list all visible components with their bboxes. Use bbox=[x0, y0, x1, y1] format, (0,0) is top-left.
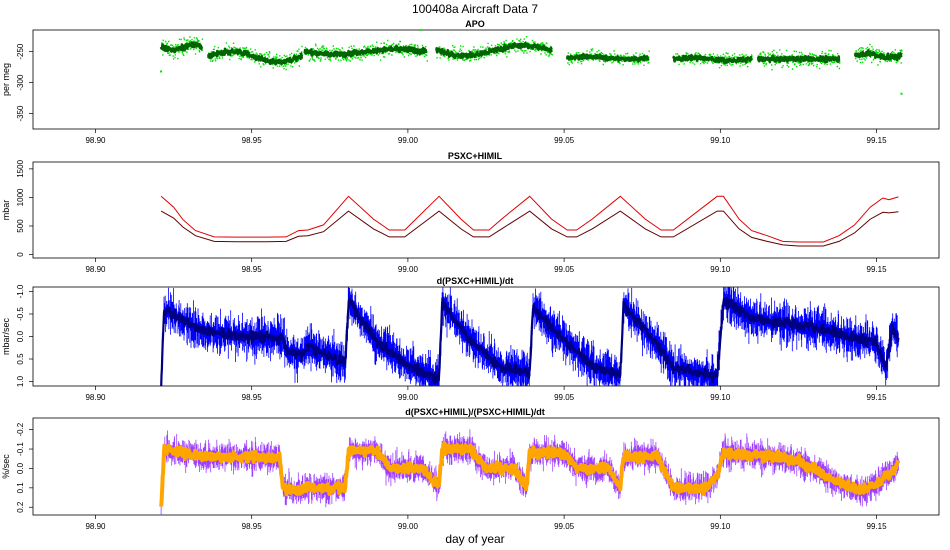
x-tick-label: 99.15 bbox=[867, 265, 888, 274]
y-tick-label: 0.0 bbox=[16, 462, 25, 474]
apo-outlier-point bbox=[160, 70, 163, 73]
x-tick-label: 99.00 bbox=[398, 522, 419, 531]
x-tick-label: 99.15 bbox=[867, 522, 888, 531]
x-tick-label: 99.10 bbox=[710, 522, 731, 531]
plot-frame bbox=[32, 417, 940, 516]
y-tick-label: -250 bbox=[16, 43, 25, 60]
y-tick-label: 0 bbox=[16, 252, 25, 257]
apo-outlier-point bbox=[426, 130, 428, 132]
derivative-noisy-line bbox=[160, 287, 899, 386]
y-tick-label: 1.0 bbox=[16, 375, 25, 387]
y-axis-label: per meg bbox=[1, 63, 11, 96]
y-tick-label: 500 bbox=[16, 219, 25, 233]
plot-area bbox=[159, 429, 901, 515]
x-tick-label: 99.15 bbox=[867, 136, 888, 145]
plot-area bbox=[159, 30, 903, 132]
x-tick-label: 98.95 bbox=[242, 393, 263, 402]
y-tick-label: -0.2 bbox=[16, 422, 25, 436]
x-tick-label: 99.10 bbox=[710, 393, 731, 402]
apo-smoothed-line bbox=[159, 41, 903, 66]
y-tick-label: 0.1 bbox=[16, 482, 25, 494]
y-tick-label: 1000 bbox=[16, 188, 25, 206]
x-tick-label: 98.95 bbox=[242, 136, 263, 145]
panels: APO per meg -250 -300 -350 98.90 98.95 99.00 99.… bbox=[1, 19, 940, 531]
x-tick-label: 99.10 bbox=[710, 136, 731, 145]
apo-outlier-point bbox=[900, 92, 903, 95]
x-tick-label: 99.00 bbox=[398, 265, 419, 274]
x-tick-label: 99.05 bbox=[554, 393, 575, 402]
x-tick-label: 98.95 bbox=[242, 522, 263, 531]
x-tick-label: 99.05 bbox=[554, 136, 575, 145]
x-tick-label: 98.90 bbox=[85, 393, 106, 402]
panel-title: d(PSXC+HIMIL)/(PSXC+HIMIL)/dt bbox=[405, 407, 545, 417]
x-tick-label: 99.05 bbox=[554, 265, 575, 274]
panel-4: d(PSXC+HIMIL)/(PSXC+HIMIL)/dt %/sec -0.2 -0… bbox=[1, 407, 940, 531]
panel-3: d(PSXC+HIMIL)/dt mbar/sec -1.0 -0.5 0.0 0.5 1.… bbox=[1, 276, 940, 402]
y-tick-label: 0.5 bbox=[16, 353, 25, 365]
x-tick-label: 99.00 bbox=[398, 136, 419, 145]
x-tick-label: 98.90 bbox=[85, 136, 106, 145]
y-tick-label: 0.0 bbox=[16, 330, 25, 342]
plot-frame bbox=[32, 29, 940, 130]
y-axis-label: mbar bbox=[1, 200, 11, 221]
panel-title: d(PSXC+HIMIL)/dt bbox=[437, 276, 514, 286]
y-tick-label: -0.1 bbox=[16, 442, 25, 456]
y-tick-label: -0.5 bbox=[16, 307, 25, 321]
y-tick-label: -300 bbox=[16, 74, 25, 91]
y-tick-label: -350 bbox=[16, 105, 25, 122]
x-tick-label: 99.10 bbox=[710, 265, 731, 274]
panel-1: APO per meg -250 -300 -350 98.90 98.95 99.00 99.… bbox=[1, 19, 940, 145]
relative-noisy-line bbox=[160, 429, 899, 515]
pressure-upper-line bbox=[160, 195, 899, 243]
relative-smoothed-line bbox=[159, 441, 901, 507]
x-tick-label: 99.15 bbox=[867, 393, 888, 402]
panel-2: PSXC+HIMIL mbar 1500 1000 500 0 98.90 98.95 99.0… bbox=[1, 151, 940, 274]
x-tick-label: 98.95 bbox=[242, 265, 263, 274]
x-tick-label: 98.90 bbox=[85, 265, 106, 274]
x-axis-label: day of year bbox=[445, 532, 504, 546]
y-axis-label: mbar/sec bbox=[1, 317, 11, 355]
y-tick-label: -1.0 bbox=[16, 284, 25, 298]
panel-title: APO bbox=[465, 19, 485, 29]
apo-outlier-point bbox=[419, 30, 422, 31]
x-tick-label: 98.90 bbox=[85, 522, 106, 531]
panel-title: PSXC+HIMIL bbox=[448, 151, 503, 161]
y-axis-label: %/sec bbox=[1, 454, 11, 479]
plot-area bbox=[160, 287, 900, 386]
plot-area bbox=[160, 195, 899, 247]
y-tick-label: 0.2 bbox=[16, 501, 25, 513]
derivative-smoothed-line bbox=[160, 296, 900, 386]
plot-frame bbox=[32, 161, 940, 259]
x-tick-label: 99.00 bbox=[398, 393, 419, 402]
figure-title: 100408a Aircraft Data 7 bbox=[412, 2, 538, 16]
pressure-lower-line bbox=[160, 210, 899, 247]
y-tick-label: 1500 bbox=[16, 159, 25, 177]
x-tick-label: 99.05 bbox=[554, 522, 575, 531]
apo-points bbox=[161, 36, 903, 71]
